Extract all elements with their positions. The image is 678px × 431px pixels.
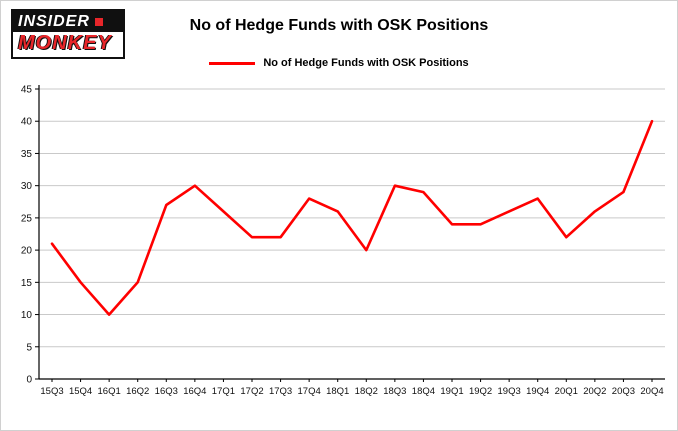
x-tick-label: 15Q4	[69, 386, 92, 397]
logo-insider-text: INSIDER	[18, 13, 90, 30]
insider-monkey-logo: INSIDER MONKEY	[11, 9, 125, 59]
x-tick-label: 19Q2	[469, 386, 492, 397]
x-tick-label: 15Q3	[40, 386, 63, 397]
series-line	[50, 119, 654, 316]
y-tick-label: 35	[21, 149, 33, 160]
y-tick-label: 40	[21, 117, 33, 128]
y-tick-label: 0	[26, 375, 32, 386]
x-tick-label: 20Q1	[555, 386, 578, 397]
x-tick-label: 17Q3	[269, 386, 292, 397]
x-tick-label: 16Q2	[126, 386, 149, 397]
y-tick-label: 25	[21, 213, 33, 224]
logo-top-row: INSIDER	[13, 11, 123, 32]
logo-red-square-icon	[94, 18, 103, 26]
x-tick-label: 20Q2	[583, 386, 606, 397]
legend-label: No of Hedge Funds with OSK Positions	[263, 57, 469, 69]
x-tick-label: 19Q1	[440, 386, 463, 397]
chart-legend: No of Hedge Funds with OSK Positions	[1, 57, 677, 69]
y-tick-label: 30	[21, 181, 33, 192]
x-tick-label: 19Q3	[498, 386, 521, 397]
x-tick-label: 17Q2	[240, 386, 263, 397]
logo-monkey-text: MONKEY	[13, 32, 123, 57]
x-tick-label: 18Q4	[412, 386, 435, 397]
y-tick-label: 45	[21, 85, 33, 96]
x-tick-label: 20Q4	[640, 386, 663, 397]
x-tick-label: 18Q3	[383, 386, 406, 397]
x-tick-label: 17Q1	[212, 386, 235, 397]
x-tick-label: 18Q1	[326, 386, 349, 397]
chart-title: No of Hedge Funds with OSK Positions	[189, 17, 489, 34]
x-tick-label: 20Q3	[612, 386, 635, 397]
x-tick-label: 18Q2	[355, 386, 378, 397]
x-tick-label: 16Q1	[98, 386, 121, 397]
y-tick-label: 15	[21, 278, 33, 289]
legend-line-swatch	[209, 61, 256, 65]
y-tick-label: 10	[21, 310, 33, 321]
x-tick-label: 17Q4	[298, 386, 321, 397]
x-tick-label: 16Q3	[155, 386, 178, 397]
y-tick-label: 20	[21, 246, 33, 257]
x-tick-label: 16Q4	[183, 386, 206, 397]
x-tick-label: 19Q4	[526, 386, 549, 397]
y-tick-label: 5	[26, 342, 32, 353]
